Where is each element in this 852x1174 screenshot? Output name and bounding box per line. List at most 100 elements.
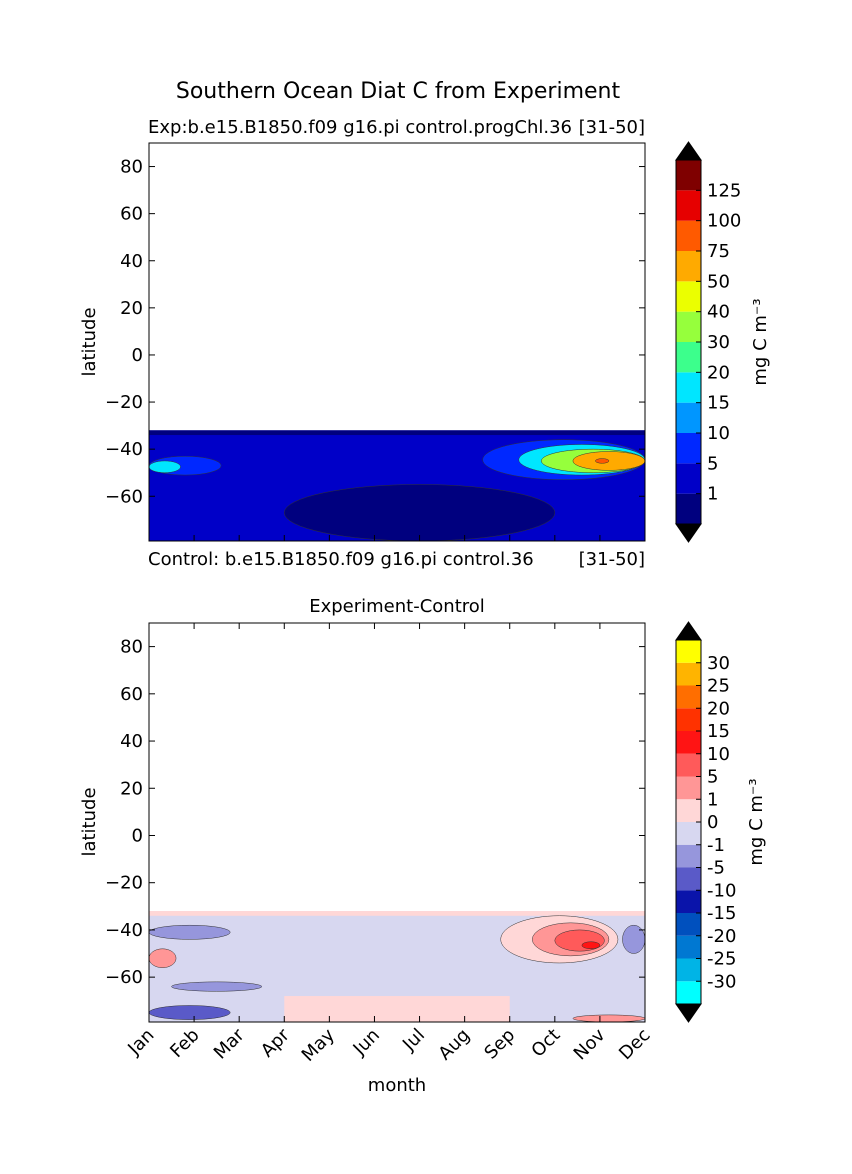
panel2-colorbar-swatch: [676, 958, 701, 982]
panel2-region-1: [149, 911, 645, 916]
panel2-title: Experiment-Control: [309, 596, 485, 617]
panel2-colorbar-tick-label: 15: [707, 721, 730, 742]
panel1-title-right: [31-50]: [579, 117, 645, 138]
panel2-colorbar-extend-over: [675, 621, 702, 641]
panel2-frame: [148, 622, 646, 1023]
panel2-colorbar-swatch: [676, 662, 701, 686]
panel1-ytick-label: 80: [120, 157, 143, 178]
panel2-colorbar-swatch: [676, 867, 701, 891]
panel1-colorbar-tick-label: 20: [707, 362, 730, 383]
panel2-colorbar-tick-label: 25: [707, 676, 730, 697]
panel2-colorbar-tick-label: 30: [707, 653, 730, 674]
panel2-region-12: [572, 1014, 645, 1022]
panel1-y-axis: 80 60 40 20 0 −20 −40 −60: [105, 157, 646, 541]
panel2-colorbar-swatch: [676, 731, 701, 754]
panel2-colorbar-swatch: [676, 935, 701, 959]
panel2-xtick-label: Sep: [480, 1025, 519, 1064]
panel1-caption-left: Control: b.e15.B1850.f09 g16.pi control.…: [148, 549, 534, 570]
panel2-xtick-label: Jan: [123, 1025, 158, 1060]
panel1-colorbar-swatch: [676, 220, 701, 251]
panel2-colorbar-tick-label: -30: [707, 971, 736, 992]
panel1-colorbar-tick-label: 5: [707, 453, 718, 474]
panel2-region-4: [171, 981, 262, 992]
panel1-colorbar-swatch: [676, 463, 701, 494]
panel1-colorbar-swatch: [676, 190, 701, 221]
panel1-ytick-label: −40: [105, 439, 143, 460]
panel2-ytick-label: 40: [120, 731, 143, 752]
panel2-colorbar-tick-label: 1: [707, 789, 718, 810]
panel1-colorbar-tick-label: 100: [707, 211, 741, 232]
panel2-xtick-label: Jun: [349, 1025, 384, 1060]
panel2-xtick-label: Nov: [570, 1024, 610, 1064]
panel2-ytick-label: 20: [120, 778, 143, 799]
panel1-colorbar-tick-label: 50: [707, 271, 730, 292]
panel1-colorbar-swatch: [676, 372, 701, 403]
panel1-colorbar-tick-label: 10: [707, 423, 730, 444]
panel2-colorbar-tick-label: -20: [707, 926, 736, 947]
panel2-colorbar-swatch: [676, 799, 701, 822]
panel2-colorbar-swatch: [676, 890, 701, 913]
panel2-xtick-label: Feb: [166, 1025, 203, 1062]
panel1-ytick-label: −20: [105, 392, 143, 413]
panel2-ytick-label: −40: [105, 920, 143, 941]
panel2-xtick-label: Aug: [434, 1025, 474, 1065]
panel2-region-11: [622, 924, 645, 954]
panel1-colorbar-swatch: [676, 311, 701, 342]
panel2-ytick-label: −60: [105, 967, 143, 988]
panel2-xtick-label: May: [298, 1024, 339, 1065]
panel1-region-9: [595, 458, 610, 464]
panel2-colorbar-tick-label: -10: [707, 880, 736, 901]
panel2-colorbar-swatch: [676, 913, 701, 936]
panel2-ytick-label: −20: [105, 873, 143, 894]
panel1-region-2: [284, 484, 556, 541]
panel2-colorbar-extend-under: [675, 1003, 702, 1023]
panel1-colorbar-swatch: [676, 160, 701, 191]
panel2-xtick-label: Apr: [257, 1024, 294, 1061]
panel2-colorbar-tick-label: 5: [707, 767, 718, 788]
panel2-colorbar-tick-label: 20: [707, 698, 730, 719]
panel1-colorbar-tick-label: 1: [707, 484, 718, 505]
panel2-region-10: [581, 941, 601, 950]
figure-title: Southern Ocean Diat C from Experiment: [176, 79, 621, 104]
panel2-colorbar-swatch: [676, 708, 701, 731]
panel-difference: Experiment-Control 80 60 40 20 0 −20 −40 −60 Ja…: [79, 596, 767, 1096]
panel2-colorbar-swatch: [676, 685, 701, 709]
panel2-colorbar-tick-label: -1: [707, 835, 725, 856]
panel1-caption-right: [31-50]: [579, 549, 645, 570]
panel2-xlabel: month: [368, 1075, 426, 1096]
panel2-colorbar-tick-label: 10: [707, 744, 730, 765]
panel2-colorbar-tick-label: -15: [707, 903, 736, 924]
panel2-plot-area: [149, 911, 645, 1022]
panel1-region-4: [149, 460, 181, 473]
panel1-title: Exp:b.e15.B1850.f09 g16.pi control.progC…: [148, 117, 572, 138]
panel1-colorbar-swatch: [676, 342, 701, 373]
panel1-colorbar-swatch: [676, 281, 701, 312]
panel1-colorbar-swatch: [676, 251, 701, 282]
panel2-colorbar-swatch: [676, 753, 701, 777]
panel1-colorbar-extend-under: [675, 523, 702, 543]
panel1-colorbar-tick-label: 40: [707, 302, 730, 323]
panel2-region-2: [284, 996, 510, 1022]
panel2-colorbar-swatch: [676, 776, 701, 800]
panel1-colorbar-tick-label: 75: [707, 241, 730, 262]
panel2-colorbar-label: mg C m⁻³: [746, 778, 767, 865]
panel1-ytick-label: −60: [105, 486, 143, 507]
panel2-region-6: [149, 1005, 231, 1020]
panel1-region-1: [149, 430, 645, 436]
panel1-colorbar-tick-label: 125: [707, 180, 741, 201]
panel2-ytick-label: 60: [120, 684, 143, 705]
panel2-ytick-label: 0: [132, 825, 143, 846]
panel2-region-5: [149, 948, 177, 968]
panel2-colorbar-swatch: [676, 640, 701, 663]
panel2-ylabel: latitude: [79, 787, 100, 856]
panel1-ytick-label: 0: [132, 345, 143, 366]
panel2-xtick-label: Mar: [210, 1024, 249, 1063]
panel1-frame: [148, 142, 646, 542]
panel2-xtick-label: Oct: [527, 1025, 564, 1062]
panel1-plot-area: [149, 430, 645, 541]
panel2-xtick-label: Jul: [398, 1025, 429, 1056]
panel1-colorbar-swatch: [676, 433, 701, 464]
